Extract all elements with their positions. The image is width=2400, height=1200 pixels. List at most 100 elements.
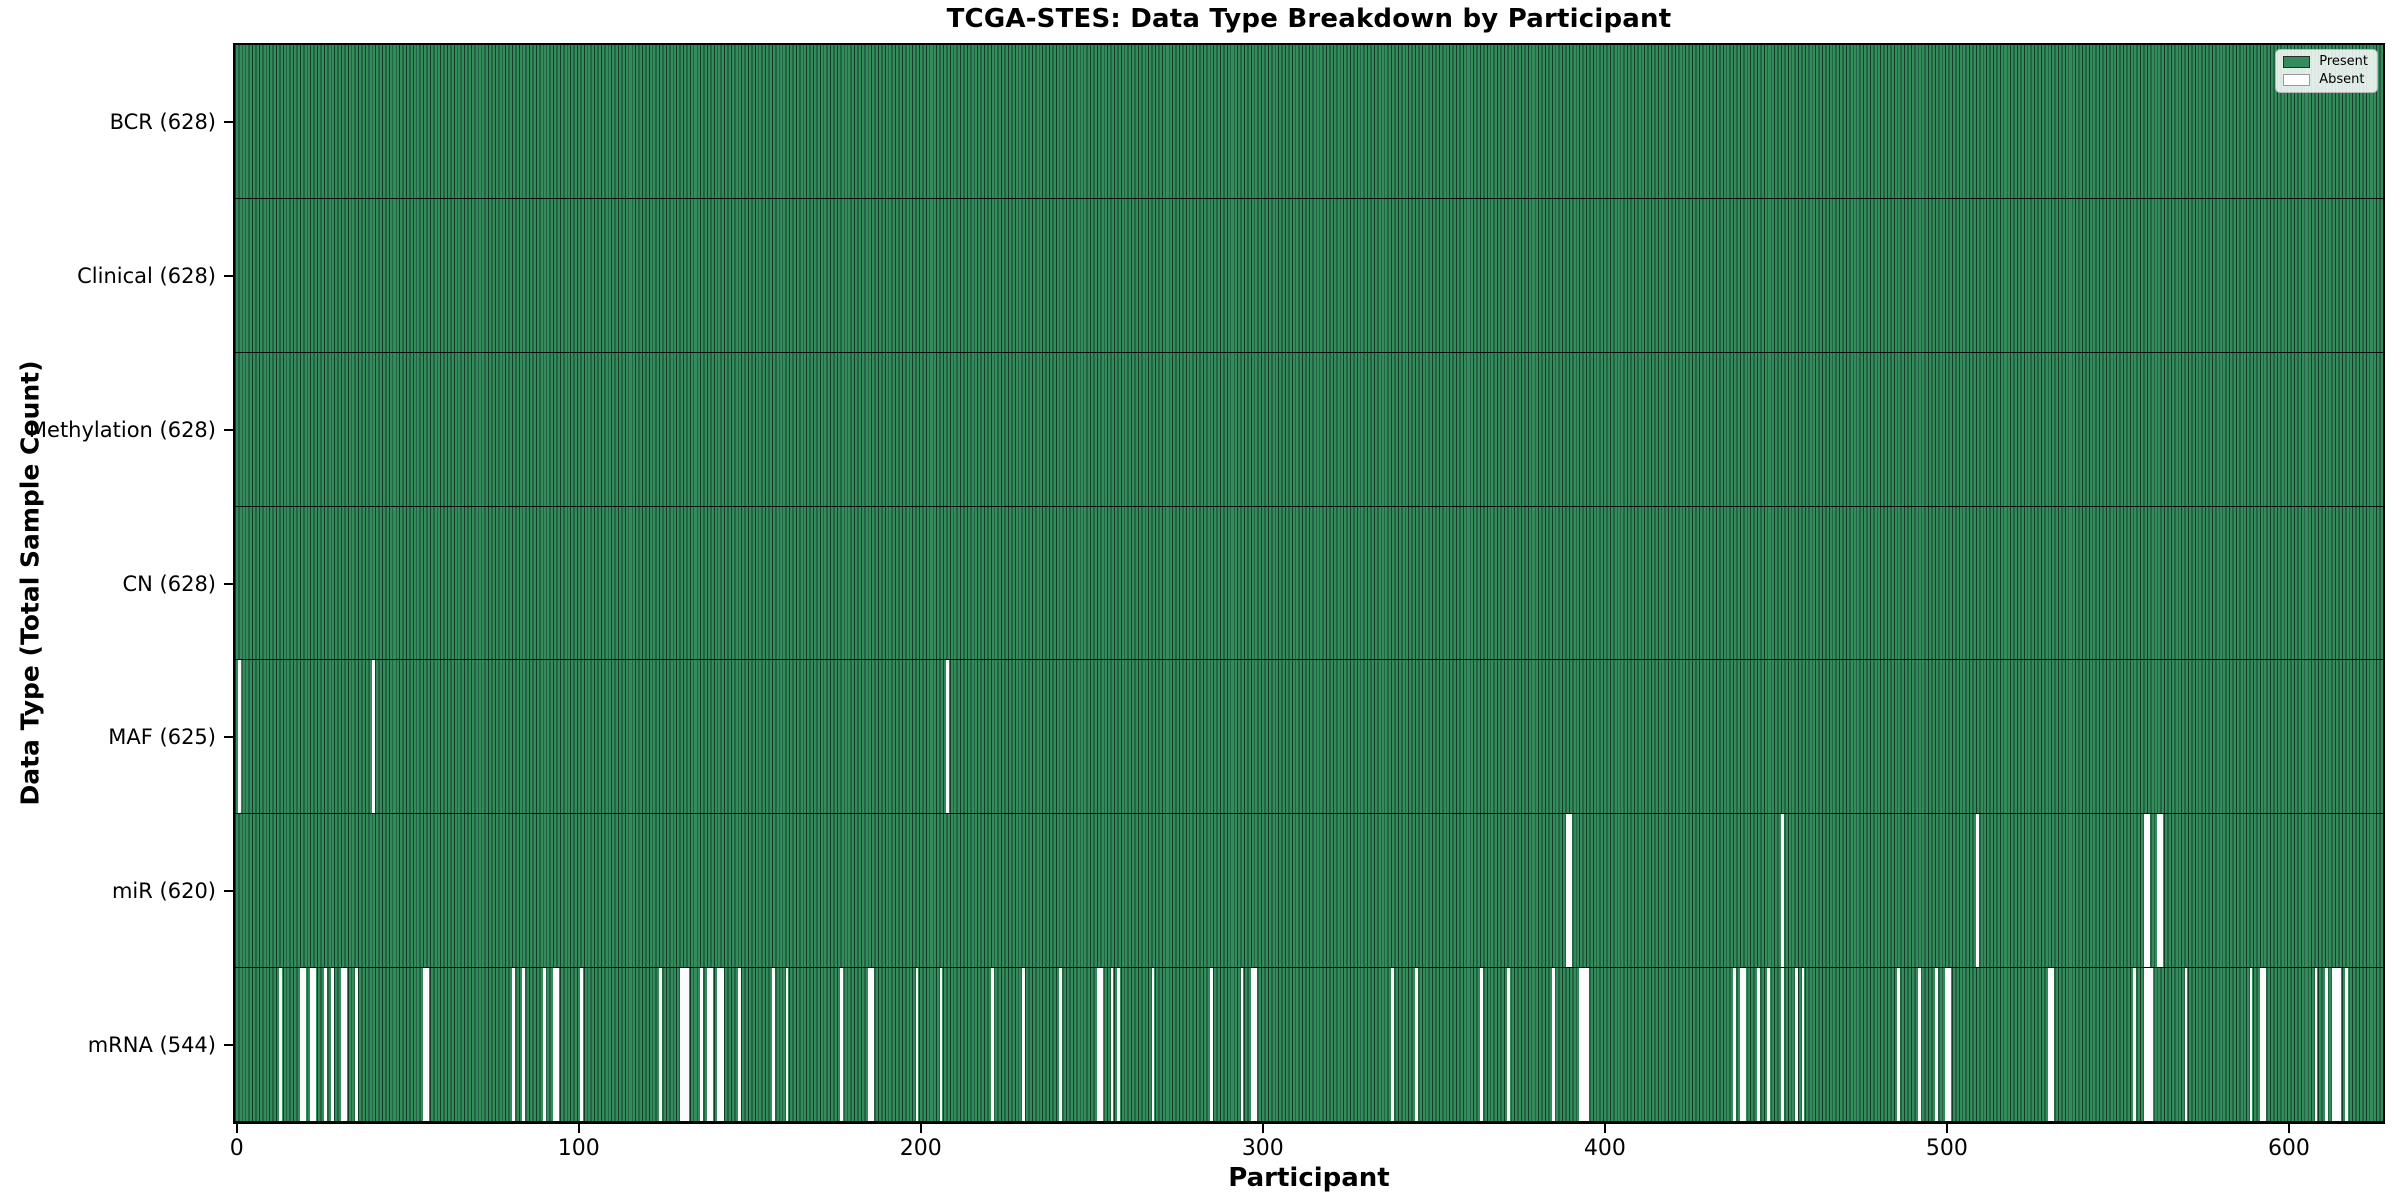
x-tick-mark (577, 1124, 580, 1133)
absent-stripe (659, 968, 662, 1121)
absent-stripe (1480, 968, 1483, 1121)
absent-stripe (238, 660, 242, 814)
x-tick-label-500: 500 (1925, 1136, 1968, 1161)
y-tick-label-MAF: MAF (625) (108, 725, 216, 750)
absent-stripe (990, 968, 994, 1121)
absent-stripe (522, 968, 526, 1121)
legend-entry-absent: Absent (2283, 73, 2368, 87)
absent-stripe (580, 968, 584, 1121)
absent-stripe (1021, 968, 1025, 1121)
absent-stripe (1767, 968, 1771, 1121)
absent-stripe (1579, 968, 1589, 1121)
x-tick-label-200: 200 (899, 1136, 942, 1161)
present-swatch (2283, 56, 2311, 68)
absent-stripe (1934, 968, 1938, 1121)
y-tick-label-miR: miR (620) (111, 879, 216, 904)
y-tick-mark (224, 274, 233, 277)
absent-stripe (341, 968, 348, 1121)
absent-stripe (772, 968, 775, 1121)
x-tick-mark (1603, 1124, 1606, 1133)
absent-stripe (330, 968, 334, 1121)
y-tick-mark (224, 736, 233, 739)
absent-stripe (2324, 968, 2328, 1121)
absent-stripe (1781, 968, 1784, 1121)
absent-stripe (1209, 968, 1213, 1121)
absent-stripe (2249, 968, 2253, 1121)
absent-stripe (700, 968, 703, 1121)
absent-stripe (299, 968, 307, 1121)
absent-stripe (707, 968, 714, 1121)
absent-stripe (785, 968, 789, 1121)
row-MAF (235, 660, 2383, 815)
x-tick-label-300: 300 (1241, 1136, 1284, 1161)
absent-stripe (1151, 968, 1155, 1121)
x-tick-label-100: 100 (557, 1136, 600, 1161)
absent-stripe (1757, 968, 1760, 1121)
absent-stripe (1565, 814, 1572, 968)
absent-stripe (323, 968, 327, 1121)
absent-stripe (354, 968, 358, 1121)
absent-stripe (2143, 968, 2154, 1121)
absent-stripe (2345, 968, 2349, 1121)
absent-stripe (542, 968, 546, 1121)
absent-stripe (1110, 968, 1114, 1121)
y-tick-label-BCR: BCR (628) (109, 109, 216, 134)
absent-stripe (1801, 968, 1805, 1121)
absent-stripe (679, 968, 690, 1121)
absent-stripe (1945, 968, 1952, 1121)
x-tick-label-600: 600 (2267, 1136, 2310, 1161)
legend-entry-present: Present (2283, 55, 2368, 69)
absent-stripe (1551, 968, 1555, 1121)
row-miR (235, 814, 2383, 969)
absent-stripe (1781, 814, 1784, 968)
y-tick-mark (224, 1044, 233, 1047)
absent-stripe (1897, 968, 1901, 1121)
absent-stripe (1391, 968, 1394, 1121)
absent-swatch (2283, 74, 2311, 86)
plot-area: Present Absent (233, 43, 2385, 1124)
absent-stripe (2259, 968, 2267, 1121)
absent-stripe (1415, 968, 1418, 1121)
absent-stripe (1975, 814, 1979, 968)
y-tick-label-Methylation: Methylation (628) (28, 417, 216, 442)
x-tick-mark (235, 1124, 238, 1133)
row-mRNA (235, 968, 2383, 1122)
x-tick-mark (1945, 1124, 1948, 1133)
absent-stripe (371, 660, 375, 814)
y-tick-label-CN: CN (628) (122, 571, 216, 596)
y-tick-mark (224, 120, 233, 123)
row-CN (235, 506, 2383, 661)
absent-stripe (1794, 968, 1798, 1121)
absent-stripe (2331, 968, 2342, 1121)
chart-title: TCGA-STES: Data Type Breakdown by Partic… (946, 4, 1672, 34)
row-Methylation (235, 352, 2383, 507)
absent-stripe (512, 968, 515, 1121)
x-tick-mark (919, 1124, 922, 1133)
absent-stripe (939, 968, 943, 1121)
absent-stripe (1059, 968, 1063, 1121)
absent-stripe (1250, 968, 1258, 1121)
legend-label-absent: Absent (2319, 72, 2365, 87)
absent-stripe (2047, 968, 2055, 1121)
x-tick-label-400: 400 (1583, 1136, 1626, 1161)
absent-stripe (423, 968, 430, 1121)
absent-stripe (2133, 968, 2137, 1121)
absent-stripe (840, 968, 844, 1121)
y-tick-label-Clinical: Clinical (628) (77, 263, 216, 288)
legend: Present Absent (2275, 49, 2378, 93)
absent-stripe (279, 968, 283, 1121)
legend-label-present: Present (2319, 54, 2368, 69)
absent-stripe (1240, 968, 1244, 1121)
absent-stripe (2157, 814, 2164, 968)
row-Clinical (235, 198, 2383, 353)
absent-stripe (1733, 968, 1736, 1121)
absent-stripe (867, 968, 874, 1121)
absent-stripe (2143, 814, 2150, 968)
absent-stripe (1917, 968, 1921, 1121)
absent-stripe (737, 968, 741, 1121)
y-tick-label-mRNA: mRNA (544) (87, 1033, 216, 1058)
absent-stripe (553, 968, 560, 1121)
x-axis-label: Participant (1228, 1163, 1390, 1193)
x-tick-mark (2287, 1124, 2290, 1133)
